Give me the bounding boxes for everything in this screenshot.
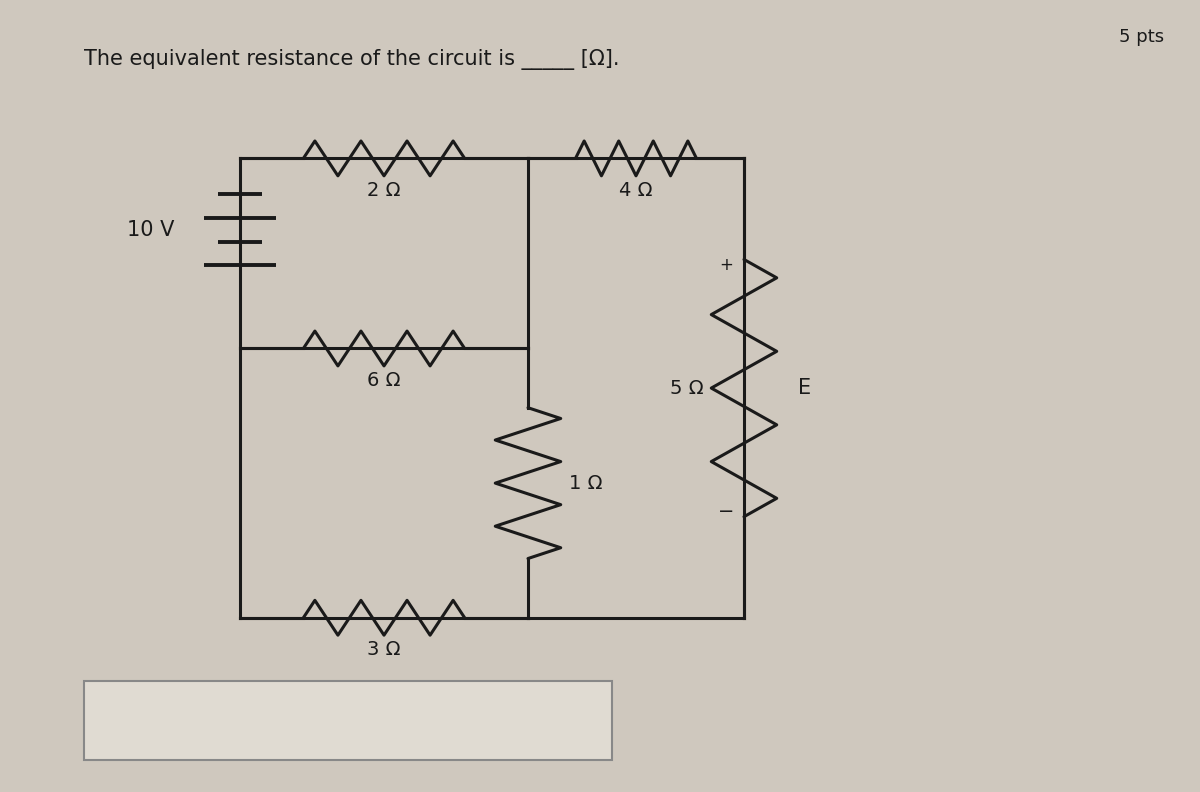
Text: 3 Ω: 3 Ω — [367, 640, 401, 659]
Text: −: − — [718, 502, 734, 521]
FancyBboxPatch shape — [84, 681, 612, 760]
Text: 5 Ω: 5 Ω — [670, 379, 703, 398]
Text: 5 pts: 5 pts — [1118, 28, 1164, 46]
Text: +: + — [719, 256, 733, 273]
Text: 10 V: 10 V — [127, 219, 174, 240]
Text: 1 Ω: 1 Ω — [569, 474, 602, 493]
Text: 2 Ω: 2 Ω — [367, 181, 401, 200]
Text: 6 Ω: 6 Ω — [367, 371, 401, 390]
Text: E: E — [798, 378, 811, 398]
Text: The equivalent resistance of the circuit is _____ [Ω].: The equivalent resistance of the circuit… — [84, 49, 619, 70]
Text: 4 Ω: 4 Ω — [619, 181, 653, 200]
